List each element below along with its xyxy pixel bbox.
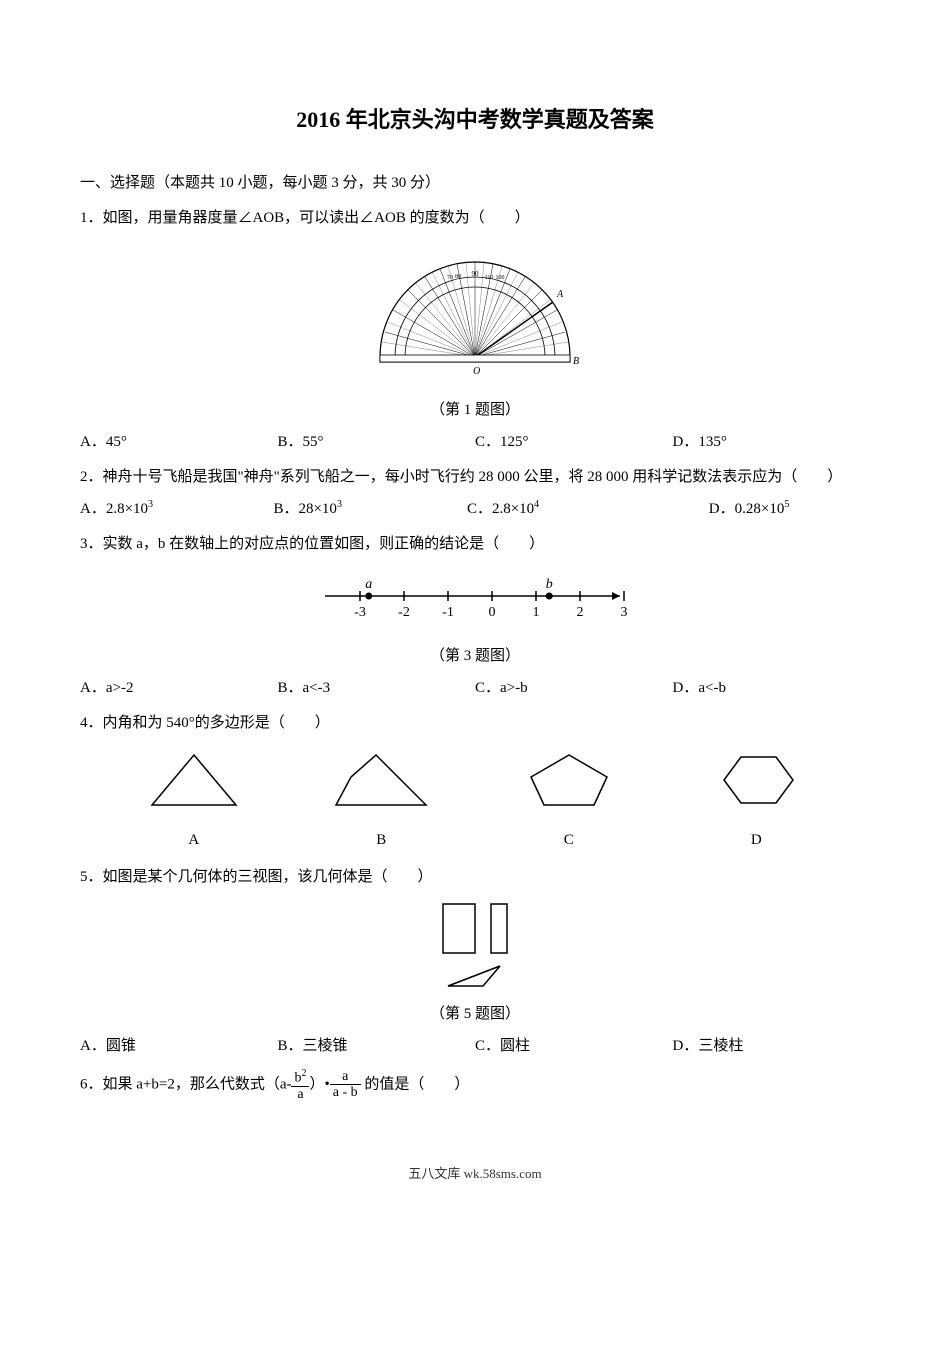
q4-shapeB: B [288,747,476,854]
svg-text:O: O [473,366,480,377]
svg-text:B: B [573,356,579,367]
svg-text:1: 1 [533,605,540,620]
svg-text:110: 110 [485,275,494,281]
q4-labelB: B [288,827,476,854]
q1-optC: C．125° [475,429,673,456]
svg-text:3: 3 [621,605,628,620]
q5-figure [80,901,870,991]
q3-optC: C．a>-b [475,675,673,702]
q5-optB: B．三棱锥 [278,1033,476,1060]
svg-text:a: a [365,577,372,592]
q6-pre: 6．如果 a+b=2，那么代数式（a- [80,1076,291,1092]
svg-text:b: b [546,577,553,592]
svg-text:90: 90 [472,270,480,278]
svg-text:2: 2 [577,605,584,620]
triangle-icon [144,747,244,812]
q1-options: A．45° B．55° C．125° D．135° [80,429,870,456]
q2-optD: D．0.28×105 [709,496,870,523]
question-2: 2．神舟十号飞船是我国"神舟"系列飞船之一，每小时飞行约 28 000 公里，将… [80,464,870,491]
q4-shapeC: C [475,747,663,854]
q1-caption: （第 1 题图） [80,397,870,424]
front-view-icon [440,901,478,956]
q5-caption: （第 5 题图） [80,1001,870,1028]
q3-options: A．a>-2 B．a<-3 C．a>-b D．a<-b [80,675,870,702]
svg-text:-2: -2 [398,605,410,620]
q2-options: A．2.8×103 B．28×103 C．2.8×104 D．0.28×105 [80,496,870,523]
protractor-icon: 90 70 100 80 110 A O B [365,242,585,377]
q5-optC: C．圆柱 [475,1033,673,1060]
svg-text:-1: -1 [442,605,454,620]
page-title: 2016 年北京头沟中考数学真题及答案 [80,100,870,140]
q4-shapes: A B C D [100,747,850,854]
q4-labelC: C [475,827,663,854]
q3-optD: D．a<-b [673,675,871,702]
q6-frac2: aa - b [330,1069,361,1101]
top-view-icon [445,961,505,991]
q3-caption: （第 3 题图） [80,643,870,670]
svg-text:80: 80 [455,274,461,280]
q4-shapeD: D [663,747,851,854]
question-5: 5．如图是某个几何体的三视图，该几何体是（ ） [80,864,870,891]
q1-optD: D．135° [673,429,871,456]
q2-optA: A．2.8×103 [80,496,273,523]
q6-mid: ）• [309,1076,329,1092]
question-1: 1．如图，用量角器度量∠AOB，可以读出∠AOB 的度数为（ ） [80,205,870,232]
q5-options: A．圆锥 B．三棱锥 C．圆柱 D．三棱柱 [80,1033,870,1060]
q5-optA: A．圆锥 [80,1033,278,1060]
q1-optB: B．55° [278,429,476,456]
q4-shapeA: A [100,747,288,854]
quadrilateral-icon [331,747,431,812]
question-6: 6．如果 a+b=2，那么代数式（a-b2a）•aa - b 的值是（ ） [80,1068,870,1102]
q6-frac1: b2a [291,1068,309,1102]
footer: 五八文库 wk.58sms.com [80,1162,870,1185]
question-4: 4．内角和为 540°的多边形是（ ） [80,710,870,737]
hexagon-icon [711,747,801,812]
svg-text:100: 100 [496,275,505,281]
q4-labelA: A [100,827,288,854]
q1-figure: 90 70 100 80 110 A O B [80,242,870,387]
svg-text:0: 0 [489,605,496,620]
q6-post: 的值是（ ） [361,1076,470,1092]
q3-figure: -3 -2 -1 0 1 2 3 a b [80,568,870,633]
q3-optB: B．a<-3 [278,675,476,702]
number-line-icon: -3 -2 -1 0 1 2 3 a b [315,568,635,623]
q1-optA: A．45° [80,429,278,456]
pentagon-icon [519,747,619,812]
q5-optD: D．三棱柱 [673,1033,871,1060]
q2-optC: C．2.8×104 [467,496,709,523]
svg-text:-3: -3 [354,605,366,620]
q4-labelD: D [663,827,851,854]
side-view-icon [488,901,510,956]
question-3: 3．实数 a，b 在数轴上的对应点的位置如图，则正确的结论是（ ） [80,531,870,558]
q2-optB: B．28×103 [273,496,466,523]
section-header: 一、选择题（本题共 10 小题，每小题 3 分，共 30 分） [80,170,870,197]
q3-optA: A．a>-2 [80,675,278,702]
svg-text:A: A [556,289,564,300]
svg-text:70: 70 [447,275,453,281]
